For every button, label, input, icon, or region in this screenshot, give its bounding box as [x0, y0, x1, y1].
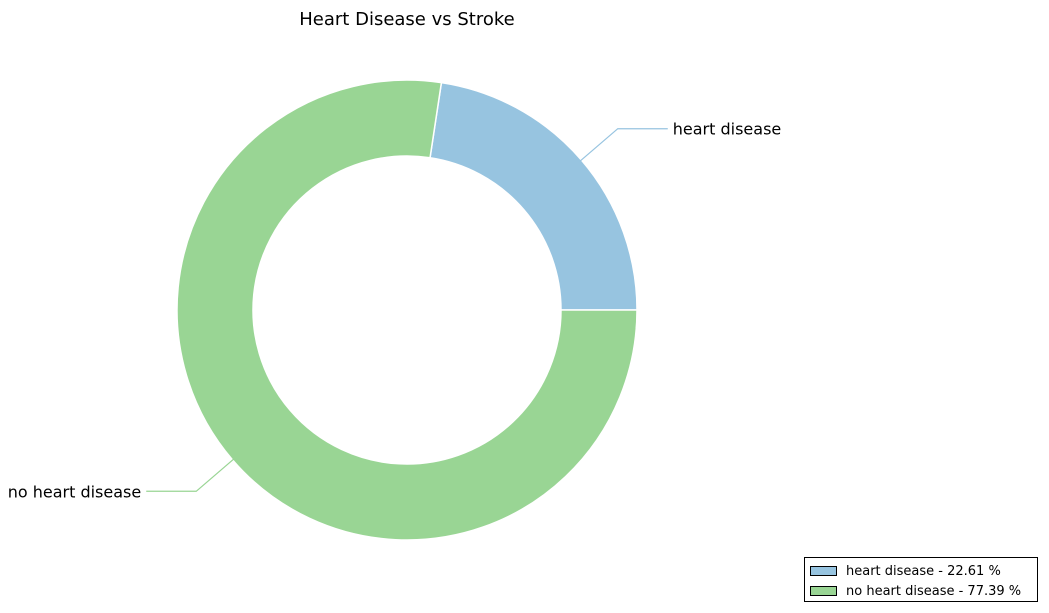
- slice-label-no-heart-disease: no heart disease: [8, 482, 142, 501]
- donut-slice-heart-disease: [429, 81, 638, 311]
- labels-layer: heart disease no heart disease: [8, 120, 782, 502]
- leader-line-heart-disease: [578, 128, 668, 163]
- legend-swatch-heart-disease: [810, 566, 837, 576]
- chart-legend: heart disease - 22.61 % no heart disease…: [804, 557, 1038, 602]
- slices-layer: [176, 79, 638, 541]
- legend-label-no-heart-disease: no heart disease - 77.39 %: [846, 583, 1022, 599]
- legend-item-heart-disease: heart disease - 22.61 %: [810, 561, 1037, 581]
- legend-swatch-no-heart-disease: [810, 586, 837, 596]
- legend-label-heart-disease: heart disease - 22.61 %: [846, 563, 1001, 579]
- legend-item-no-heart-disease: no heart disease - 77.39 %: [810, 581, 1037, 601]
- donut-slice-no-heart-disease: [176, 79, 638, 541]
- chart-title: Heart Disease vs Stroke: [299, 9, 514, 30]
- leader-line-no-heart-disease: [146, 457, 236, 492]
- slice-label-heart-disease: heart disease: [673, 120, 782, 139]
